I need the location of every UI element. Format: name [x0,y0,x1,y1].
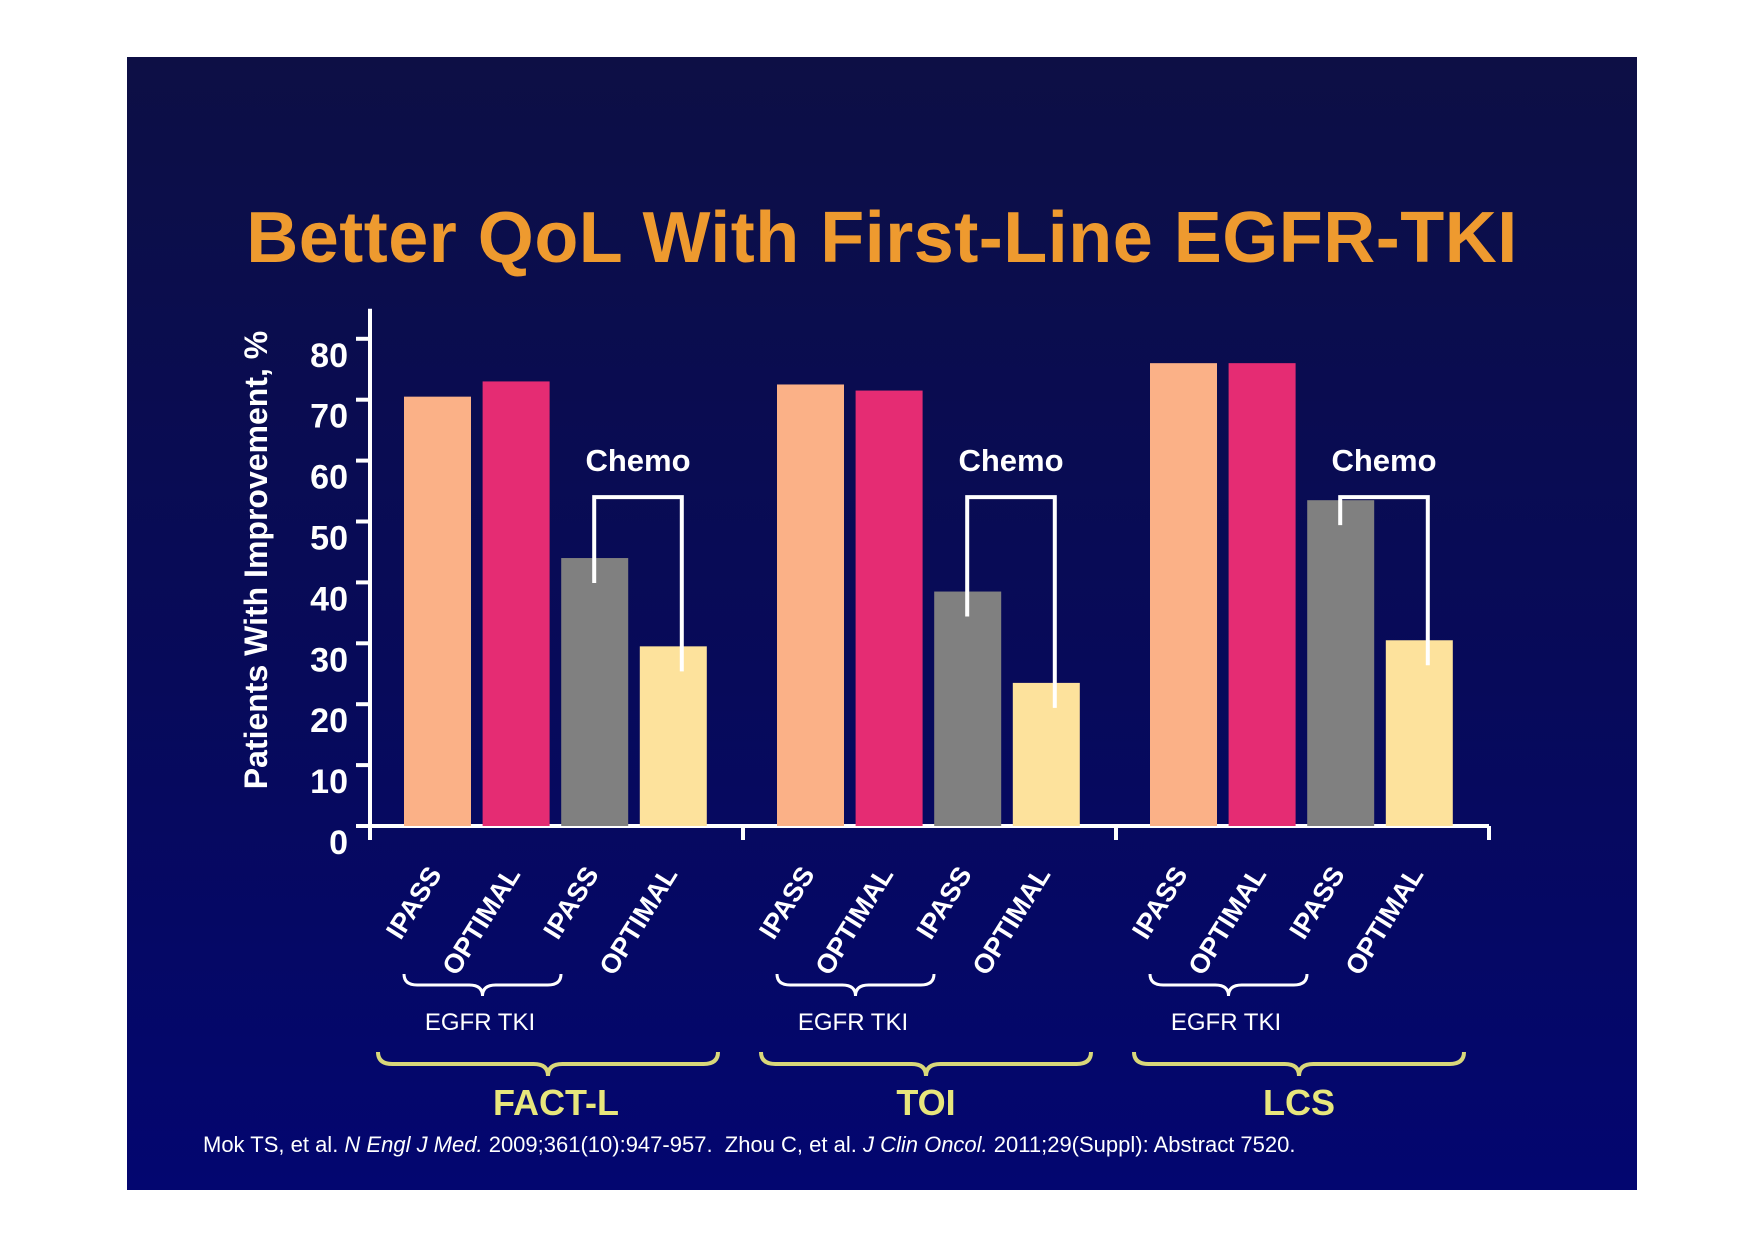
bar-optimal-egfr-tki [855,390,923,826]
bar-ipass-egfr-tki [404,396,471,826]
citation-journal-2: J Clin Oncol. [862,1132,988,1157]
citation-text-2: 2009;361(10):947-957. Zhou C, et al. [482,1132,863,1157]
egfr-tki-brace [1148,973,1309,997]
group-brace [1132,1051,1466,1077]
chemo-bracket [1338,495,1430,666]
slide-title: Better QoL With First-Line EGFR-TKI [246,198,1518,278]
x-tick-label: IPASS [380,861,447,944]
x-tick-label: IPASS [1126,861,1193,944]
bar-optimal-egfr-tki [482,381,550,826]
group-brace [376,1051,720,1077]
x-tick-label: IPASS [1283,861,1350,944]
bar-ipass-chemo [1307,500,1375,826]
slide-background: Better QoL With First-Line EGFR-TKI Mok … [127,57,1637,1190]
chemo-label: Chemo [585,443,690,478]
egfr-tki-label: EGFR TKI [1171,1009,1281,1036]
chemo-label: Chemo [1331,443,1436,478]
y-axis-label: Patients With Improvement, % [238,331,274,789]
bar-ipass-egfr-tki [1150,363,1217,826]
x-tick-label: IPASS [753,861,820,944]
group-brace [759,1051,1093,1077]
group-label: FACT-L [493,1082,619,1123]
x-tick-label: OPTIMAL [809,861,899,980]
chemo-bracket [965,495,1057,708]
egfr-tki-label: EGFR TKI [798,1009,908,1036]
bar-ipass-chemo [934,591,1002,826]
bar-optimal-chemo [639,646,707,826]
y-tick-label: 10 [310,763,348,801]
egfr-tki-label: EGFR TKI [425,1009,535,1036]
x-tick-label: IPASS [910,861,977,944]
citation-text-3: 2011;29(Suppl): Abstract 7520. [987,1132,1296,1157]
y-tick-label: 80 [310,337,348,375]
bar-ipass-chemo [561,558,629,826]
chemo-label: Chemo [958,443,1063,478]
y-tick-label: 50 [310,520,348,558]
group-label: TOI [896,1082,955,1123]
citation: Mok TS, et al. N Engl J Med. 2009;361(10… [203,1132,1295,1158]
bar-ipass-egfr-tki [777,384,844,826]
x-tick-label: OPTIMAL [436,861,526,980]
y-tick-label: 20 [310,702,348,740]
bar-optimal-egfr-tki [1228,363,1296,826]
x-tick-label: OPTIMAL [1182,861,1272,980]
x-tick-label: OPTIMAL [967,861,1057,980]
bar-optimal-chemo [1385,640,1453,826]
bar-optimal-chemo [1012,682,1080,826]
chemo-bracket [592,495,684,672]
x-tick-label: OPTIMAL [1340,861,1430,980]
egfr-tki-brace [775,973,936,997]
x-tick-label: OPTIMAL [594,861,684,980]
egfr-tki-brace [402,973,563,997]
y-tick-label: 60 [310,459,348,497]
x-tick-label: IPASS [537,861,604,944]
group-label: LCS [1263,1082,1335,1123]
y-tick-label: 0 [329,824,348,862]
y-tick-label: 30 [310,641,348,679]
y-tick-label: 40 [310,580,348,618]
y-tick-label: 70 [310,398,348,436]
citation-text-1: Mok TS, et al. [203,1132,345,1157]
citation-journal-1: N Engl J Med. [344,1132,483,1157]
